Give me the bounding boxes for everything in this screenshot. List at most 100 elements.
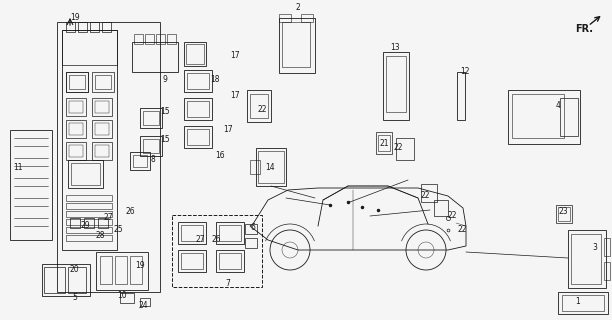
Bar xyxy=(247,90,271,122)
Bar xyxy=(556,205,572,223)
Text: 19: 19 xyxy=(70,13,80,22)
Bar xyxy=(69,75,85,89)
Text: 16: 16 xyxy=(215,150,225,159)
Bar xyxy=(187,129,209,145)
Bar xyxy=(133,155,147,167)
Bar xyxy=(568,230,606,288)
Bar xyxy=(78,22,87,32)
Bar xyxy=(66,211,112,217)
Bar xyxy=(178,250,206,272)
Bar xyxy=(66,72,88,92)
Text: 27: 27 xyxy=(103,213,113,222)
Bar xyxy=(71,163,100,185)
Bar xyxy=(301,14,313,22)
Bar xyxy=(69,123,83,135)
Bar xyxy=(167,34,176,44)
Text: 22: 22 xyxy=(457,226,467,235)
Bar xyxy=(604,238,610,256)
Bar xyxy=(172,215,262,287)
Text: 26: 26 xyxy=(125,207,135,217)
Bar xyxy=(68,267,86,293)
Bar xyxy=(181,253,203,269)
Bar xyxy=(100,256,112,284)
Bar xyxy=(66,120,86,138)
Bar xyxy=(143,111,159,125)
Bar xyxy=(66,219,112,225)
Text: 17: 17 xyxy=(230,51,240,60)
Bar xyxy=(140,108,162,128)
Bar xyxy=(130,256,142,284)
Text: 7: 7 xyxy=(226,278,231,287)
Bar xyxy=(178,222,206,244)
Bar xyxy=(95,145,109,157)
Bar xyxy=(376,132,392,154)
Text: 27: 27 xyxy=(195,236,205,244)
Bar xyxy=(95,123,109,135)
Bar xyxy=(187,101,209,117)
Text: 23: 23 xyxy=(558,207,568,217)
Bar xyxy=(92,142,112,160)
Text: 9: 9 xyxy=(163,76,168,84)
Text: 15: 15 xyxy=(160,108,170,116)
Bar xyxy=(62,30,117,250)
Bar xyxy=(92,98,112,116)
Text: 17: 17 xyxy=(230,91,240,100)
Text: 15: 15 xyxy=(160,135,170,145)
Bar xyxy=(140,298,150,306)
Bar xyxy=(562,295,604,311)
Bar xyxy=(383,52,409,120)
Text: 18: 18 xyxy=(211,76,220,84)
Bar xyxy=(184,42,206,66)
Text: 22: 22 xyxy=(420,190,430,199)
Bar xyxy=(216,250,244,272)
Bar xyxy=(245,238,257,248)
Bar xyxy=(258,151,284,183)
Bar xyxy=(181,225,203,241)
Bar xyxy=(245,224,257,234)
Bar xyxy=(184,70,212,92)
Text: 26: 26 xyxy=(211,236,221,244)
Bar xyxy=(70,218,80,228)
Bar xyxy=(66,98,86,116)
Text: 17: 17 xyxy=(223,125,233,134)
Text: FR.: FR. xyxy=(575,24,593,34)
Bar xyxy=(145,34,154,44)
Bar xyxy=(143,139,159,153)
Bar xyxy=(132,42,178,72)
Bar xyxy=(571,234,601,284)
Text: 14: 14 xyxy=(265,164,275,172)
Text: 5: 5 xyxy=(73,293,78,302)
Text: 2: 2 xyxy=(296,4,300,12)
Bar xyxy=(102,22,111,32)
Bar xyxy=(62,30,117,65)
Bar xyxy=(130,152,150,170)
Text: 22: 22 xyxy=(257,106,267,115)
Bar xyxy=(57,22,160,292)
Bar xyxy=(457,72,465,120)
Bar xyxy=(421,184,437,202)
Bar xyxy=(44,267,65,293)
Bar xyxy=(42,264,90,296)
Text: 20: 20 xyxy=(69,266,79,275)
Bar xyxy=(184,126,212,148)
Bar xyxy=(250,94,268,118)
Bar xyxy=(216,222,244,244)
Bar xyxy=(10,130,52,240)
Bar xyxy=(68,160,103,188)
Text: 25: 25 xyxy=(113,226,123,235)
Bar xyxy=(69,145,83,157)
Bar xyxy=(66,22,75,32)
Bar xyxy=(95,75,111,89)
Bar xyxy=(558,207,570,221)
Bar xyxy=(84,218,94,228)
Bar xyxy=(66,227,112,233)
Bar xyxy=(156,34,165,44)
Text: 29: 29 xyxy=(80,220,90,229)
Bar xyxy=(378,135,390,151)
Bar xyxy=(184,98,212,120)
Bar xyxy=(92,120,112,138)
Bar xyxy=(279,14,291,22)
Bar xyxy=(560,98,578,136)
Text: 10: 10 xyxy=(117,291,127,300)
Bar xyxy=(508,90,580,144)
